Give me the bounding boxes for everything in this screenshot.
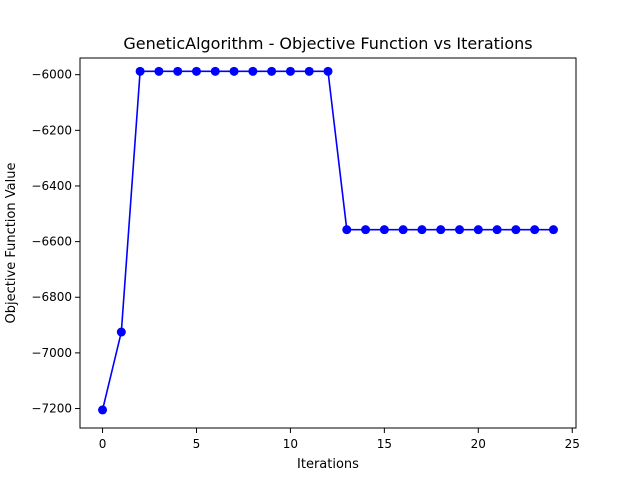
x-tick-label: 10 — [283, 437, 298, 451]
y-tick-label: −6200 — [31, 123, 72, 137]
y-tick-label: −7000 — [31, 346, 72, 360]
data-point — [492, 225, 502, 235]
x-tick-label: 20 — [471, 437, 486, 451]
x-axis-label: Iterations — [297, 457, 359, 472]
y-tick-label: −6000 — [31, 68, 72, 82]
data-point — [98, 405, 108, 415]
data-point — [191, 66, 201, 76]
y-tick-label: −7200 — [31, 402, 72, 416]
data-point — [342, 225, 352, 235]
x-tick-label: 0 — [99, 437, 107, 451]
y-tick-label: −6800 — [31, 290, 72, 304]
data-point — [473, 225, 483, 235]
data-point — [229, 66, 239, 76]
y-axis: −7200 −7000 −6800 −6600 −6400 −6200 −6000 — [31, 68, 80, 416]
data-point — [285, 66, 295, 76]
x-axis: 0 5 10 15 20 25 — [99, 428, 580, 451]
data-point — [173, 66, 183, 76]
y-axis-label: Objective Function Value — [4, 163, 19, 324]
data-point — [267, 66, 277, 76]
data-point — [135, 66, 145, 76]
data-point — [304, 66, 314, 76]
x-tick-label: 25 — [565, 437, 580, 451]
data-point — [398, 225, 408, 235]
data-point — [361, 225, 371, 235]
data-point — [210, 66, 220, 76]
data-point — [323, 66, 333, 76]
y-tick-label: −6400 — [31, 179, 72, 193]
data-point — [379, 225, 389, 235]
data-point — [511, 225, 521, 235]
data-point — [436, 225, 446, 235]
y-tick-label: −6600 — [31, 235, 72, 249]
data-point — [417, 225, 427, 235]
data-point — [154, 66, 164, 76]
data-point — [248, 66, 258, 76]
data-point — [116, 327, 126, 337]
x-tick-label: 15 — [377, 437, 392, 451]
series-layer — [98, 66, 558, 415]
data-point — [530, 225, 540, 235]
data-point — [455, 225, 465, 235]
plot-area — [79, 57, 577, 429]
data-point — [548, 225, 558, 235]
chart-title: GeneticAlgorithm - Objective Function vs… — [123, 34, 532, 53]
x-tick-label: 5 — [193, 437, 201, 451]
